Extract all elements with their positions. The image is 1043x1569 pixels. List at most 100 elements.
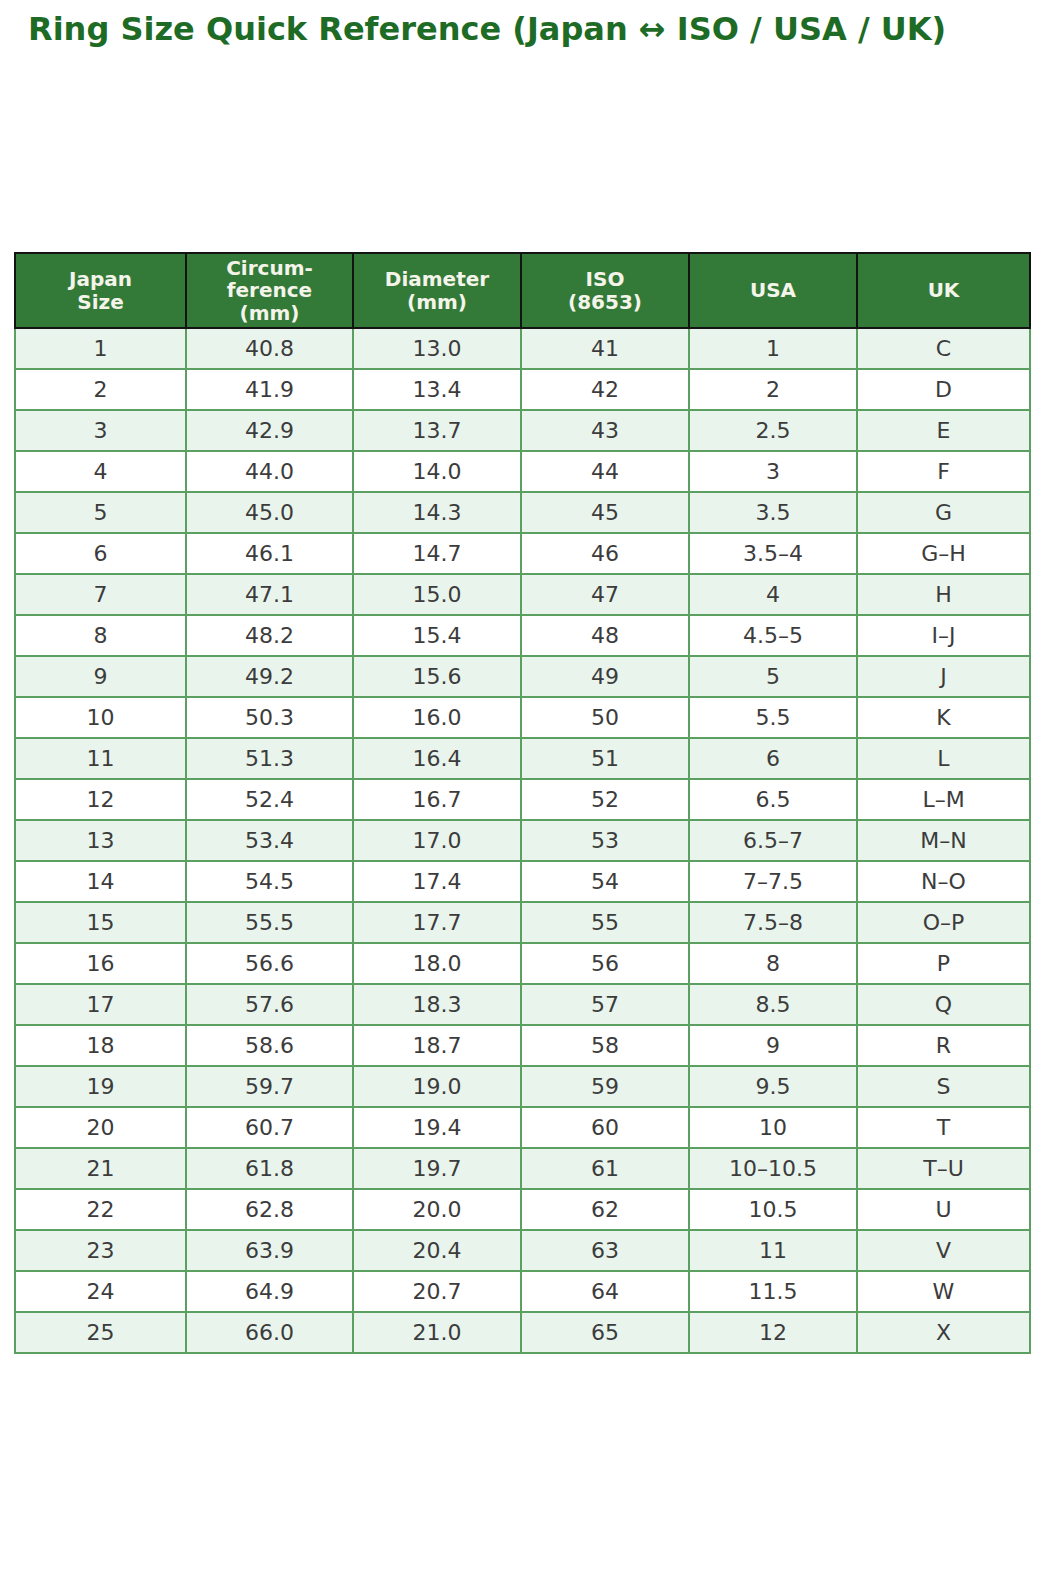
table-row: 241.913.4422D bbox=[15, 369, 1030, 410]
table-cell: 14.3 bbox=[353, 492, 521, 533]
table-row: 949.215.6495J bbox=[15, 656, 1030, 697]
table-cell: 13.7 bbox=[353, 410, 521, 451]
table-cell: 10.5 bbox=[689, 1189, 857, 1230]
column-header-japan-size: Japan Size bbox=[15, 253, 186, 328]
table-cell: 3.5 bbox=[689, 492, 857, 533]
table-cell: 62 bbox=[521, 1189, 689, 1230]
table-cell: 4.5–5 bbox=[689, 615, 857, 656]
table-cell: 19.4 bbox=[353, 1107, 521, 1148]
table-cell: H bbox=[857, 574, 1030, 615]
table-cell: 19.0 bbox=[353, 1066, 521, 1107]
table-cell: 61 bbox=[521, 1148, 689, 1189]
table-cell: I–J bbox=[857, 615, 1030, 656]
table-row: 1555.517.7557.5–8O–P bbox=[15, 902, 1030, 943]
column-header-usa: USA bbox=[689, 253, 857, 328]
table-cell: 55 bbox=[521, 902, 689, 943]
table-cell: 60 bbox=[521, 1107, 689, 1148]
table-cell: 14 bbox=[15, 861, 186, 902]
table-cell: 21.0 bbox=[353, 1312, 521, 1353]
table-cell: 13.4 bbox=[353, 369, 521, 410]
table-cell: 17.4 bbox=[353, 861, 521, 902]
table-cell: 15.0 bbox=[353, 574, 521, 615]
column-header-diameter-mm: Diameter (mm) bbox=[353, 253, 521, 328]
table-row: 444.014.0443F bbox=[15, 451, 1030, 492]
table-row: 1757.618.3578.5Q bbox=[15, 984, 1030, 1025]
table-cell: X bbox=[857, 1312, 1030, 1353]
header-row: Japan SizeCircum- ference (mm)Diameter (… bbox=[15, 253, 1030, 328]
table-cell: 10 bbox=[689, 1107, 857, 1148]
table-cell: 14.0 bbox=[353, 451, 521, 492]
table-cell: 6 bbox=[15, 533, 186, 574]
table-cell: 5.5 bbox=[689, 697, 857, 738]
table-cell: 11 bbox=[689, 1230, 857, 1271]
table-cell: K bbox=[857, 697, 1030, 738]
table-cell: 41 bbox=[521, 328, 689, 369]
table-cell: M–N bbox=[857, 820, 1030, 861]
table-cell: 17 bbox=[15, 984, 186, 1025]
table-row: 2566.021.06512X bbox=[15, 1312, 1030, 1353]
table-cell: 16.0 bbox=[353, 697, 521, 738]
table-cell: 55.5 bbox=[186, 902, 353, 943]
table-cell: 8.5 bbox=[689, 984, 857, 1025]
table-cell: 15.6 bbox=[353, 656, 521, 697]
table-cell: 20.4 bbox=[353, 1230, 521, 1271]
table-cell: 3 bbox=[689, 451, 857, 492]
table-row: 1656.618.0568P bbox=[15, 943, 1030, 984]
table-cell: 7.5–8 bbox=[689, 902, 857, 943]
table-cell: 2.5 bbox=[689, 410, 857, 451]
table-row: 2363.920.46311V bbox=[15, 1230, 1030, 1271]
table-row: 1959.719.0599.5S bbox=[15, 1066, 1030, 1107]
table-cell: 9 bbox=[15, 656, 186, 697]
table-cell: 59 bbox=[521, 1066, 689, 1107]
table-row: 747.115.0474H bbox=[15, 574, 1030, 615]
table-cell: 25 bbox=[15, 1312, 186, 1353]
table-row: 1353.417.0536.5–7M–N bbox=[15, 820, 1030, 861]
table-row: 140.813.0411C bbox=[15, 328, 1030, 369]
table-cell: 49 bbox=[521, 656, 689, 697]
table-cell: 59.7 bbox=[186, 1066, 353, 1107]
page-title: Ring Size Quick Reference (Japan ↔ ISO /… bbox=[28, 10, 1043, 48]
table-row: 848.215.4484.5–5I–J bbox=[15, 615, 1030, 656]
table-cell: 57.6 bbox=[186, 984, 353, 1025]
table-cell: 58 bbox=[521, 1025, 689, 1066]
table-cell: 1 bbox=[689, 328, 857, 369]
table-cell: 56.6 bbox=[186, 943, 353, 984]
table-row: 2464.920.76411.5W bbox=[15, 1271, 1030, 1312]
table-cell: S bbox=[857, 1066, 1030, 1107]
table-cell: 20 bbox=[15, 1107, 186, 1148]
table-cell: 24 bbox=[15, 1271, 186, 1312]
table-cell: N–O bbox=[857, 861, 1030, 902]
table-cell: 53.4 bbox=[186, 820, 353, 861]
table-cell: 43 bbox=[521, 410, 689, 451]
ring-size-table: Japan SizeCircum- ference (mm)Diameter (… bbox=[14, 252, 1031, 1354]
table-cell: 42 bbox=[521, 369, 689, 410]
table-cell: L–M bbox=[857, 779, 1030, 820]
table-cell: 2 bbox=[689, 369, 857, 410]
table-cell: 57 bbox=[521, 984, 689, 1025]
table-cell: 42.9 bbox=[186, 410, 353, 451]
table-row: 1454.517.4547–7.5N–O bbox=[15, 861, 1030, 902]
table-cell: 4 bbox=[689, 574, 857, 615]
table-cell: 1 bbox=[15, 328, 186, 369]
table-cell: 10–10.5 bbox=[689, 1148, 857, 1189]
table-cell: 12 bbox=[15, 779, 186, 820]
table-cell: 50 bbox=[521, 697, 689, 738]
table-cell: 20.7 bbox=[353, 1271, 521, 1312]
table-row: 2060.719.46010T bbox=[15, 1107, 1030, 1148]
table-cell: 7–7.5 bbox=[689, 861, 857, 902]
table-cell: 19.7 bbox=[353, 1148, 521, 1189]
table-cell: 9 bbox=[689, 1025, 857, 1066]
table-cell: 56 bbox=[521, 943, 689, 984]
table-cell: C bbox=[857, 328, 1030, 369]
table-cell: 48.2 bbox=[186, 615, 353, 656]
table-cell: 51 bbox=[521, 738, 689, 779]
table-row: 1050.316.0505.5K bbox=[15, 697, 1030, 738]
table-cell: 13 bbox=[15, 820, 186, 861]
table-row: 2262.820.06210.5U bbox=[15, 1189, 1030, 1230]
table-cell: 12 bbox=[689, 1312, 857, 1353]
table-cell: U bbox=[857, 1189, 1030, 1230]
table-cell: 63 bbox=[521, 1230, 689, 1271]
table-cell: 10 bbox=[15, 697, 186, 738]
table-cell: R bbox=[857, 1025, 1030, 1066]
table-row: 1858.618.7589R bbox=[15, 1025, 1030, 1066]
